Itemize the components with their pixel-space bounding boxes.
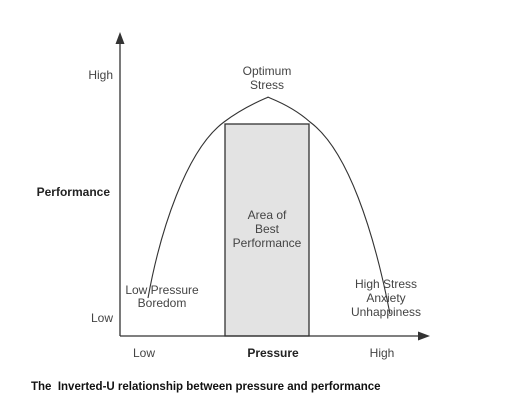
zone-label-line3: Performance [233, 236, 302, 250]
left-region-label-line2: Boredom [138, 296, 187, 310]
right-region-label-line3: Unhappiness [351, 305, 421, 319]
y-axis-title: Performance [37, 185, 111, 199]
x-axis-low-label: Low [133, 346, 155, 360]
right-region-label-line1: High Stress [355, 277, 417, 291]
y-axis-low-label: Low [91, 311, 113, 325]
zone-label-line2: Best [255, 222, 280, 236]
figure-caption: The Inverted-U relationship between pres… [31, 381, 381, 393]
zone-label-line1: Area of [248, 208, 287, 222]
x-axis-arrow-icon [418, 331, 430, 341]
x-axis-title: Pressure [247, 346, 299, 360]
inverted-u-curve [147, 96, 391, 315]
x-axis-high-label: High [370, 346, 395, 360]
peak-label-line2: Stress [250, 78, 284, 92]
best-performance-zone [224, 123, 310, 337]
left-region-label-line1: Low Pressure [125, 283, 199, 297]
y-axis-high-label: High [88, 68, 113, 82]
y-axis-arrow-icon [115, 32, 125, 44]
right-region-label-line2: Anxiety [366, 291, 405, 305]
peak-label-line1: Optimum [243, 64, 292, 78]
